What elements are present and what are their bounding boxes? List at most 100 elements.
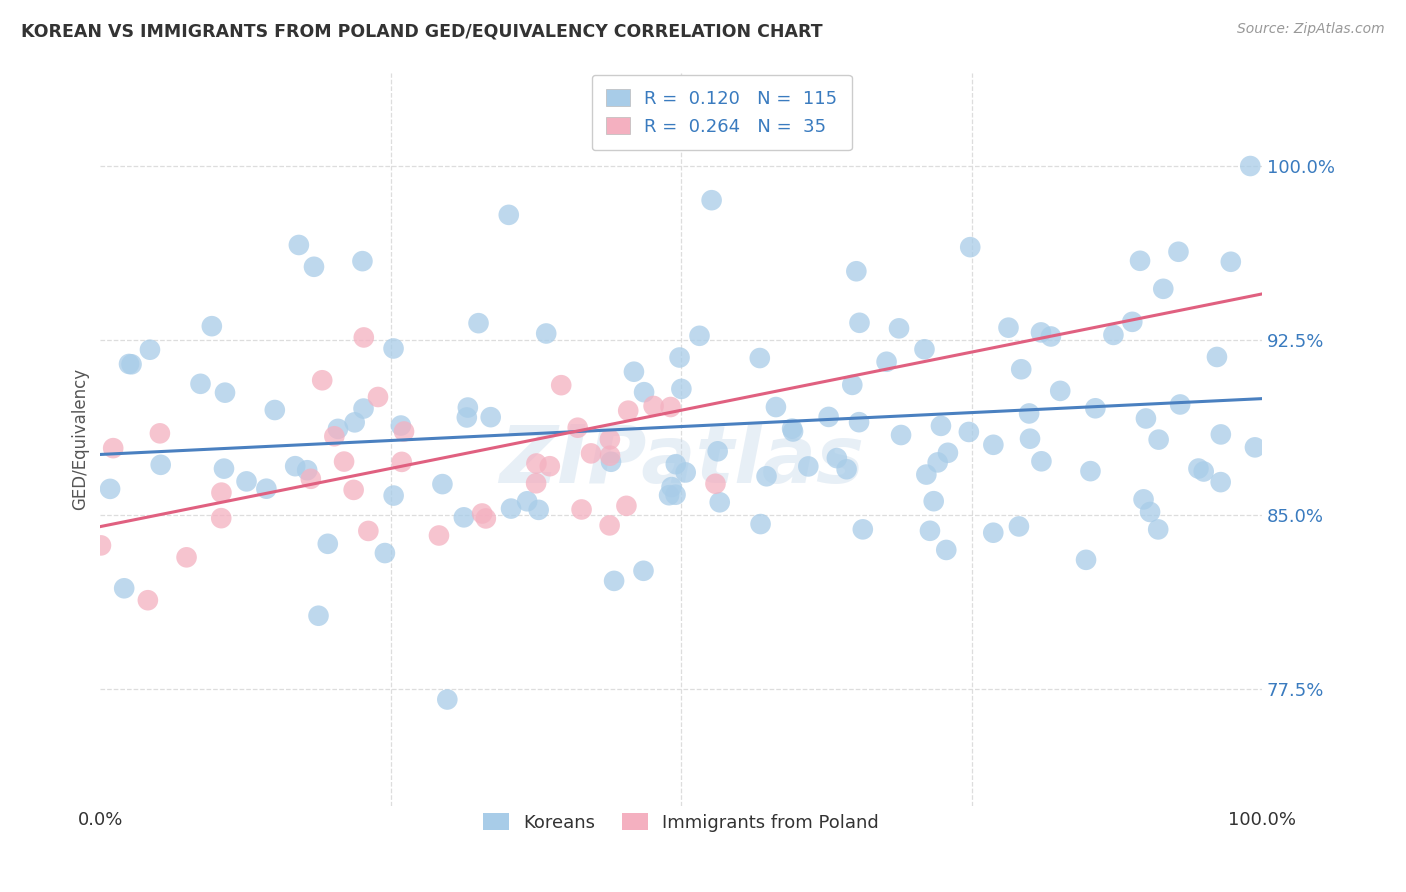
- Point: [935, 543, 957, 558]
- Point: [295, 463, 318, 477]
- Point: [471, 507, 494, 521]
- Point: [918, 524, 941, 538]
- Point: [209, 485, 232, 500]
- Point: [709, 495, 731, 509]
- Point: [929, 418, 952, 433]
- Point: [311, 373, 333, 387]
- Point: [357, 524, 380, 538]
- Point: [352, 254, 374, 268]
- Point: [876, 355, 898, 369]
- Point: [353, 401, 375, 416]
- Point: [1121, 315, 1143, 329]
- Point: [457, 401, 479, 415]
- Text: ZIPatlas: ZIPatlas: [499, 422, 863, 500]
- Point: [1019, 432, 1042, 446]
- Point: [633, 385, 655, 400]
- Point: [671, 382, 693, 396]
- Point: [567, 420, 589, 434]
- Point: [914, 343, 936, 357]
- Point: [343, 483, 366, 497]
- Point: [749, 517, 772, 532]
- Point: [1219, 254, 1241, 268]
- Point: [323, 429, 346, 443]
- Point: [922, 494, 945, 508]
- Point: [254, 482, 277, 496]
- Point: [1018, 407, 1040, 421]
- Point: [1239, 159, 1261, 173]
- Point: [288, 238, 311, 252]
- Point: [887, 321, 910, 335]
- Point: [1084, 401, 1107, 416]
- Point: [1244, 441, 1267, 455]
- Point: [1206, 350, 1229, 364]
- Point: [599, 518, 621, 533]
- Point: [765, 400, 787, 414]
- Point: [389, 418, 412, 433]
- Point: [498, 208, 520, 222]
- Point: [658, 488, 681, 502]
- Point: [382, 342, 405, 356]
- Point: [915, 467, 938, 482]
- Point: [516, 494, 538, 508]
- Point: [302, 260, 325, 274]
- Point: [1010, 362, 1032, 376]
- Point: [382, 489, 405, 503]
- Point: [616, 499, 638, 513]
- Point: [957, 425, 980, 439]
- Point: [890, 428, 912, 442]
- Point: [981, 525, 1004, 540]
- Point: [1209, 475, 1232, 490]
- Point: [284, 459, 307, 474]
- Point: [524, 476, 547, 491]
- Point: [797, 459, 820, 474]
- Point: [427, 528, 450, 542]
- Point: [1192, 465, 1215, 479]
- Point: [603, 574, 626, 588]
- Point: [983, 438, 1005, 452]
- Point: [190, 376, 212, 391]
- Point: [599, 449, 621, 463]
- Point: [121, 357, 143, 371]
- Legend: Koreans, Immigrants from Poland: Koreans, Immigrants from Poland: [471, 800, 891, 845]
- Point: [392, 425, 415, 439]
- Point: [664, 488, 686, 502]
- Point: [927, 455, 949, 469]
- Point: [112, 582, 135, 596]
- Point: [1049, 384, 1071, 398]
- Point: [661, 480, 683, 494]
- Point: [527, 503, 550, 517]
- Point: [599, 433, 621, 447]
- Point: [475, 511, 498, 525]
- Point: [845, 264, 868, 278]
- Point: [90, 538, 112, 552]
- Point: [1132, 492, 1154, 507]
- Point: [997, 320, 1019, 334]
- Point: [1139, 505, 1161, 519]
- Point: [534, 326, 557, 341]
- Point: [98, 482, 121, 496]
- Point: [755, 469, 778, 483]
- Point: [689, 328, 711, 343]
- Point: [538, 459, 561, 474]
- Y-axis label: GED/Equivalency: GED/Equivalency: [72, 368, 89, 510]
- Point: [675, 466, 697, 480]
- Point: [959, 240, 981, 254]
- Point: [623, 365, 645, 379]
- Point: [1135, 411, 1157, 425]
- Point: [353, 330, 375, 344]
- Point: [1187, 461, 1209, 475]
- Point: [343, 415, 366, 429]
- Point: [1039, 329, 1062, 343]
- Point: [1008, 519, 1031, 533]
- Point: [780, 422, 803, 436]
- Point: [633, 564, 655, 578]
- Point: [579, 446, 602, 460]
- Point: [326, 422, 349, 436]
- Point: [835, 462, 858, 476]
- Point: [1074, 553, 1097, 567]
- Point: [550, 378, 572, 392]
- Point: [841, 377, 863, 392]
- Point: [263, 403, 285, 417]
- Point: [235, 475, 257, 489]
- Point: [201, 319, 224, 334]
